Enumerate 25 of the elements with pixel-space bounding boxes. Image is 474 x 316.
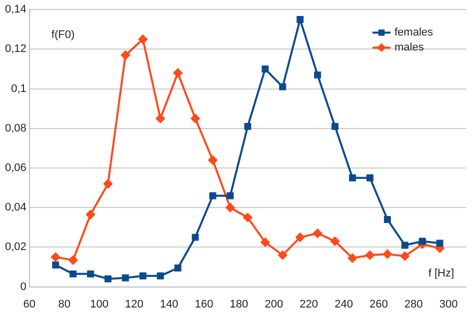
legend-label: males	[394, 42, 424, 54]
y-tick-label: 0,14	[4, 4, 26, 16]
y-tick-label: 0,1	[11, 82, 26, 95]
y-tick-label: 0	[20, 280, 26, 293]
x-tick-label: 60	[23, 298, 36, 310]
x-tick-label: 280	[404, 298, 423, 310]
y-axis-title: f(F0)	[51, 29, 75, 42]
y-tick-label: 0,04	[4, 202, 26, 214]
x-tick-label: 260	[370, 298, 388, 310]
x-tick-label: 180	[230, 298, 248, 310]
y-tick-label: 0,08	[4, 122, 26, 134]
x-tick-label: 240	[334, 298, 353, 310]
legend-label: females	[394, 26, 434, 39]
x-tick-label: 220	[300, 298, 318, 310]
y-tick-label: 0,12	[4, 43, 26, 56]
x-tick-label: 100	[90, 298, 108, 310]
x-tick-label: 120	[125, 298, 144, 310]
y-tick-label: 0,06	[4, 162, 26, 174]
x-tick-label: 300	[439, 298, 458, 310]
x-tick-label: 160	[194, 298, 214, 310]
x-axis-title: f [Hz]	[428, 267, 454, 280]
x-tick-label: 200	[264, 298, 284, 310]
y-tick-label: 0,02	[4, 241, 26, 254]
x-tick-label: 140	[160, 298, 178, 310]
x-tick-label: 80	[58, 298, 70, 310]
